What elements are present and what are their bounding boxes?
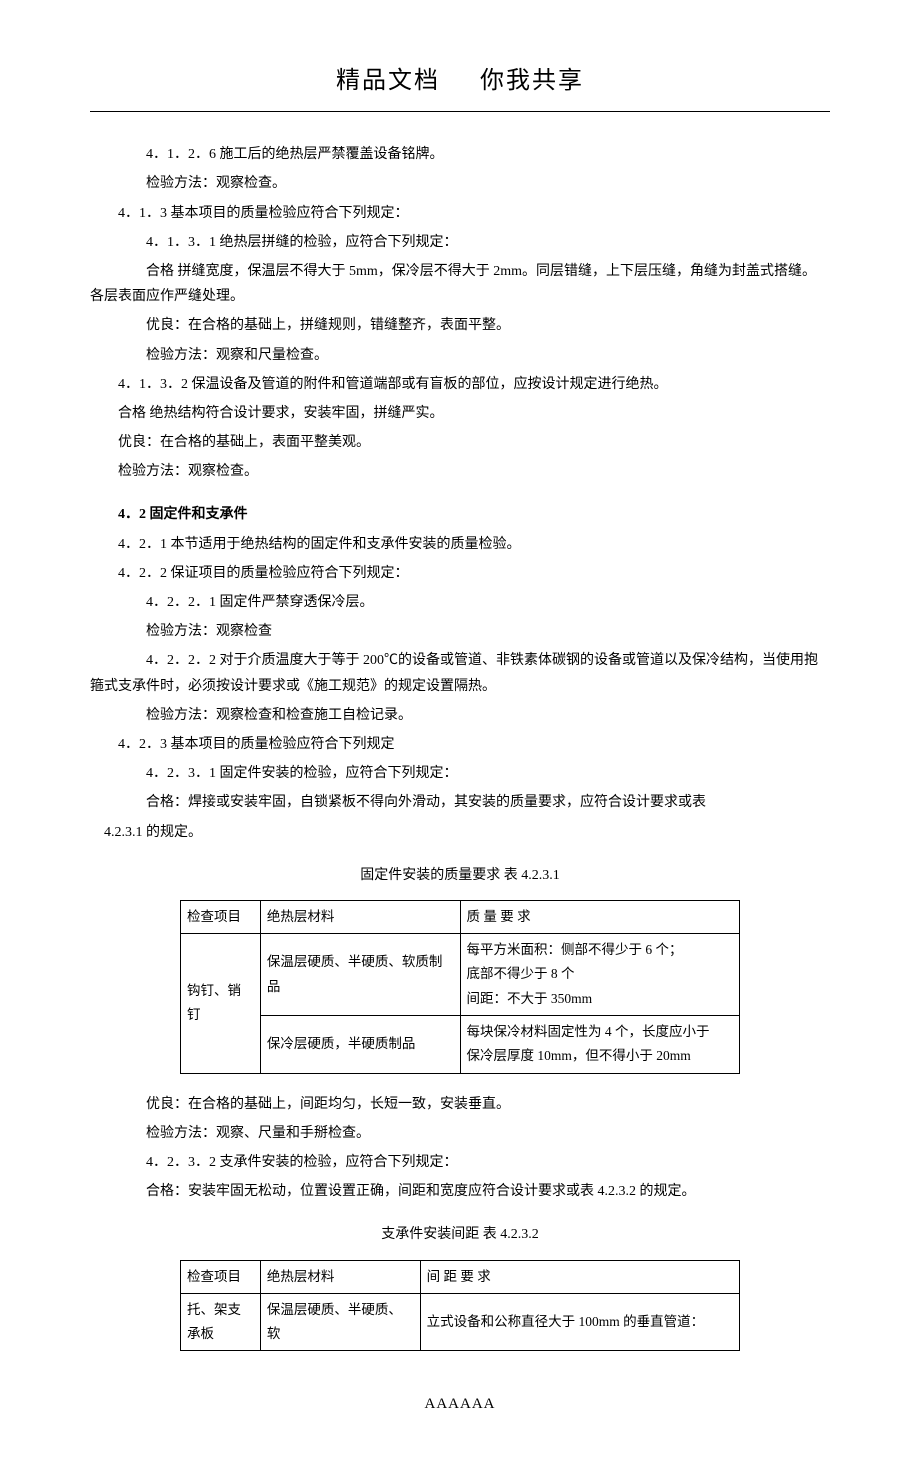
para-4-1-2-6: 4．1．2．6 施工后的绝热层严禁覆盖设备铭牌。 (90, 142, 830, 167)
cell-line: 保冷层厚度 10mm，但不得小于 20mm (467, 1044, 734, 1068)
para-4-2-2: 4．2．2 保证项目的质量检验应符合下列规定： (90, 561, 830, 586)
table-cell: 保温层硬质、半硬质、软质制品 (260, 934, 460, 1016)
document-header: 精品文档 你我共享 (90, 60, 830, 112)
header-right: 你我共享 (480, 68, 584, 94)
cell-line: 底部不得少于 8 个 (467, 962, 734, 986)
table-cell: 每块保冷材料固定性为 4 个，长度应小于 保冷层厚度 10mm，但不得小于 20… (460, 1016, 740, 1074)
table-header-cell: 间 距 要 求 (420, 1260, 739, 1293)
table-header-cell: 绝热层材料 (260, 1260, 420, 1293)
table-4-2-3-1: 检查项目 绝热层材料 质 量 要 求 钩钉、销钉 保温层硬质、半硬质、软质制品 … (180, 900, 740, 1074)
para-4-2-2-2: 4．2．2．2 对于介质温度大于等于 200℃的设备或管道、非铁素体碳钢的设备或… (90, 648, 830, 698)
para-qualified-3a: 合格：焊接或安装牢固，自锁紧板不得向外滑动，其安装的质量要求，应符合设计要求或表 (90, 790, 830, 815)
table-row: 钩钉、销钉 保温层硬质、半硬质、软质制品 每平方米面积：侧部不得少于 6 个； … (181, 934, 740, 1016)
table-header-cell: 质 量 要 求 (460, 900, 740, 933)
table-cell: 钩钉、销钉 (181, 934, 261, 1073)
table-cell: 每平方米面积：侧部不得少于 6 个； 底部不得少于 8 个 间距：不大于 350… (460, 934, 740, 1016)
cell-line: 每平方米面积：侧部不得少于 6 个； (467, 938, 734, 962)
table-cell: 立式设备和公称直径大于 100mm 的垂直管道： (420, 1293, 739, 1351)
para-check-method-4: 检验方法：观察检查 (90, 619, 830, 644)
para-4-2-1: 4．2．1 本节适用于绝热结构的固定件和支承件安装的质量检验。 (90, 532, 830, 557)
para-4-2-2-1: 4．2．2．1 固定件严禁穿透保冷层。 (90, 590, 830, 615)
para-4-2-3-1: 4．2．3．1 固定件安装的检验，应符合下列规定： (90, 761, 830, 786)
para-4-1-3-2: 4．1．3．2 保温设备及管道的附件和管道端部或有盲板的部位，应按设计规定进行绝… (90, 372, 830, 397)
table-header-cell: 绝热层材料 (260, 900, 460, 933)
table-cell: 保冷层硬质，半硬质制品 (260, 1016, 460, 1074)
para-4-1-3-1: 4．1．3．1 绝热层拼缝的检验，应符合下列规定： (90, 230, 830, 255)
para-4-2-3: 4．2．3 基本项目的质量检验应符合下列规定 (90, 732, 830, 757)
para-excellent-2: 优良：在合格的基础上，表面平整美观。 (90, 430, 830, 455)
table-row: 保冷层硬质，半硬质制品 每块保冷材料固定性为 4 个，长度应小于 保冷层厚度 1… (181, 1016, 740, 1074)
table-2-title: 支承件安装间距 表 4.2.3.2 (90, 1222, 830, 1247)
table-4-2-3-2: 检查项目 绝热层材料 间 距 要 求 托、架支承板 保温层硬质、半硬质、软 立式… (180, 1260, 740, 1352)
section-4-2-heading: 4．2 固定件和支承件 (90, 502, 830, 527)
para-4-1-3: 4．1．3 基本项目的质量检验应符合下列规定： (90, 201, 830, 226)
para-qualified-1: 合格 拼缝宽度，保温层不得大于 5mm，保冷层不得大于 2mm。同层错缝，上下层… (90, 259, 830, 309)
para-qualified-2: 合格 绝热结构符合设计要求，安装牢固，拼缝严实。 (90, 401, 830, 426)
header-left: 精品文档 (336, 68, 440, 94)
table-row: 检查项目 绝热层材料 间 距 要 求 (181, 1260, 740, 1293)
para-check-method-5: 检验方法：观察检查和检查施工自检记录。 (90, 703, 830, 728)
table-cell: 托、架支承板 (181, 1293, 261, 1351)
para-check-method-3: 检验方法：观察检查。 (90, 459, 830, 484)
table-header-cell: 检查项目 (181, 1260, 261, 1293)
table-cell: 保温层硬质、半硬质、软 (260, 1293, 420, 1351)
table-row: 托、架支承板 保温层硬质、半硬质、软 立式设备和公称直径大于 100mm 的垂直… (181, 1293, 740, 1351)
table-header-cell: 检查项目 (181, 900, 261, 933)
para-check-method: 检验方法：观察检查。 (90, 171, 830, 196)
cell-line: 间距：不大于 350mm (467, 987, 734, 1011)
table-row: 检查项目 绝热层材料 质 量 要 求 (181, 900, 740, 933)
para-excellent-1: 优良：在合格的基础上，拼缝规则，错缝整齐，表面平整。 (90, 313, 830, 338)
table-1-title: 固定件安装的质量要求 表 4.2.3.1 (90, 863, 830, 888)
para-check-method-2: 检验方法：观察和尺量检查。 (90, 343, 830, 368)
para-check-method-6: 检验方法：观察、尺量和手掰检查。 (90, 1121, 830, 1146)
cell-line: 每块保冷材料固定性为 4 个，长度应小于 (467, 1020, 734, 1044)
para-qualified-3b: 4.2.3.1 的规定。 (90, 820, 830, 845)
document-footer: AAAAAA (90, 1391, 830, 1418)
document-body: 4．1．2．6 施工后的绝热层严禁覆盖设备铭牌。 检验方法：观察检查。 4．1．… (90, 142, 830, 1351)
para-excellent-3: 优良：在合格的基础上，间距均匀，长短一致，安装垂直。 (90, 1092, 830, 1117)
para-qualified-4: 合格：安装牢固无松动，位置设置正确，间距和宽度应符合设计要求或表 4.2.3.2… (90, 1179, 830, 1204)
para-4-2-3-2: 4．2．3．2 支承件安装的检验，应符合下列规定： (90, 1150, 830, 1175)
